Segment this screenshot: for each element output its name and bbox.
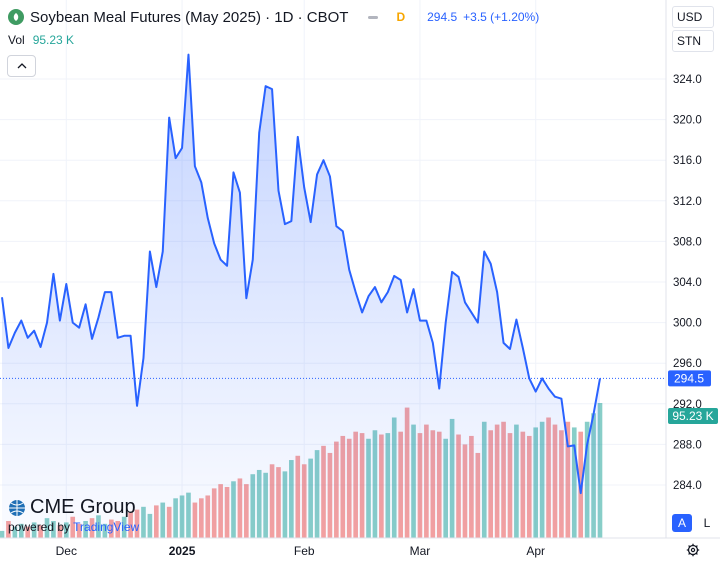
y-tick-label: 308.0 <box>673 236 702 248</box>
x-tick-label: Apr <box>526 544 545 558</box>
y-tick-label: 296.0 <box>673 358 702 370</box>
auto-scale-button[interactable]: A <box>672 514 692 532</box>
y-tick-label: 312.0 <box>673 196 702 208</box>
y-tick-label: 324.0 <box>673 74 702 86</box>
gear-icon[interactable] <box>686 543 700 557</box>
chart-header: Soybean Meal Futures (May 2025) · 1D · C… <box>8 7 539 27</box>
powered-by-line: powered by TradingView <box>8 520 139 534</box>
separator-dash <box>368 15 379 19</box>
price-area-fill <box>2 54 600 538</box>
cme-globe-icon <box>9 499 25 516</box>
cme-branding: CME Group powered by TradingView <box>8 496 139 534</box>
x-tick-label: 2025 <box>169 544 196 558</box>
y-tick-label: 288.0 <box>673 439 702 451</box>
x-tick-label: Feb <box>294 544 315 558</box>
y-tick-label: 316.0 <box>673 155 702 167</box>
price-series-line <box>1 53 601 495</box>
volume-tag-text: 95.23 K <box>672 409 713 423</box>
x-tick-label: Mar <box>410 544 431 558</box>
volume-legend-label: Vol <box>8 33 25 47</box>
powered-by-label: powered by <box>8 520 71 534</box>
header-last-price: 294.5 <box>427 10 458 24</box>
y-tick-label: 292.0 <box>673 399 702 411</box>
volume-bar <box>578 431 584 538</box>
last-price-tag <box>668 370 711 387</box>
volume-tag <box>668 408 718 424</box>
volume-legend-value: 95.23 K <box>32 33 75 47</box>
y-tick-label: 300.0 <box>673 318 702 330</box>
symbol-title[interactable]: Soybean Meal Futures (May 2025) · 1D · C… <box>30 8 349 26</box>
header-price-change: +3.5 (+1.20%) <box>463 10 540 24</box>
y-tick-label: 284.0 <box>673 480 702 492</box>
volume-legend: Vol 95.23 K <box>8 33 74 47</box>
unit-select[interactable]: STN <box>672 30 714 52</box>
delayed-badge: D <box>396 10 406 24</box>
x-tick-label: Dec <box>56 544 77 558</box>
last-price-tag-text: 294.5 <box>674 371 704 385</box>
chevron-up-icon <box>17 63 26 69</box>
tradingview-link[interactable]: TradingView <box>73 520 140 534</box>
collapse-legend-button[interactable] <box>7 55 36 77</box>
y-tick-label: 320.0 <box>673 115 702 127</box>
exchange-logo-icon <box>8 9 24 25</box>
cme-company-name: CME Group <box>30 496 136 518</box>
log-scale-button[interactable]: L <box>703 516 711 530</box>
y-tick-label: 304.0 <box>673 277 702 289</box>
currency-select[interactable]: USD <box>672 6 714 28</box>
